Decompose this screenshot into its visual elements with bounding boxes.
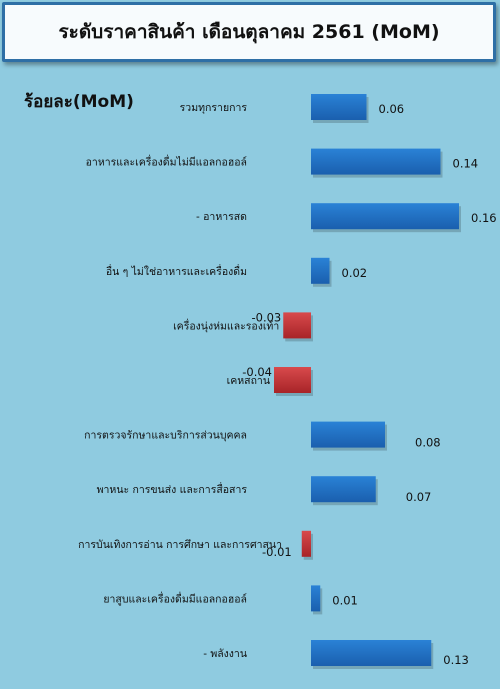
value-label: 0.13 [443,653,469,667]
bar [311,476,376,503]
bar [311,640,432,666]
category-label: รวมทุกรายการ [180,102,248,114]
category-label: อาหารและเครื่องดื่มไม่มีแอลกอฮอล์ [86,155,247,169]
value-label: 0.06 [379,102,405,116]
value-label: 0.07 [406,490,432,504]
bar [311,257,330,284]
category-label: การตรวจรักษาและบริการส่วนบุคคล [84,430,247,442]
category-label: เคหสถาน [227,375,270,387]
value-label: 0.02 [342,266,368,280]
category-label: การบันเทิงการอ่าน การศึกษา และการศาสนา [78,539,282,551]
value-label: -0.03 [251,310,281,324]
chart-title: ระดับราคาสินค้า เดือนตุลาคม 2561 (MoM) [58,21,440,43]
bar [283,312,311,339]
value-label: -0.04 [242,365,272,379]
category-label: เครื่องนุ่งห่มและรองเท้า [173,318,279,332]
bar [311,421,385,448]
bar [311,203,459,230]
bar [311,585,321,612]
category-label: พาหนะ การขนส่ง และการสื่อสาร [97,482,248,496]
value-label: 0.16 [471,211,497,225]
value-label: 0.14 [453,157,479,171]
bar [311,148,441,175]
category-label: ยาสูบและเครื่องดื่มมีแอลกอฮอล์ [103,591,247,605]
category-label: อื่น ๆ ไม่ใช่อาหารและเครื่องดื่ม [106,264,247,278]
y-axis-label: ร้อยละ(MoM) [24,92,134,112]
bar [274,367,311,393]
bar [311,94,367,120]
value-label: 0.01 [332,593,358,607]
bar [301,530,311,557]
chart-title-box: ระดับราคาสินค้า เดือนตุลาคม 2561 (MoM) [2,2,496,62]
category-label: - อาหารสด [196,211,247,223]
category-label: - พลังงาน [203,648,247,660]
value-label: -0.01 [262,545,292,559]
value-label: 0.08 [415,436,441,450]
